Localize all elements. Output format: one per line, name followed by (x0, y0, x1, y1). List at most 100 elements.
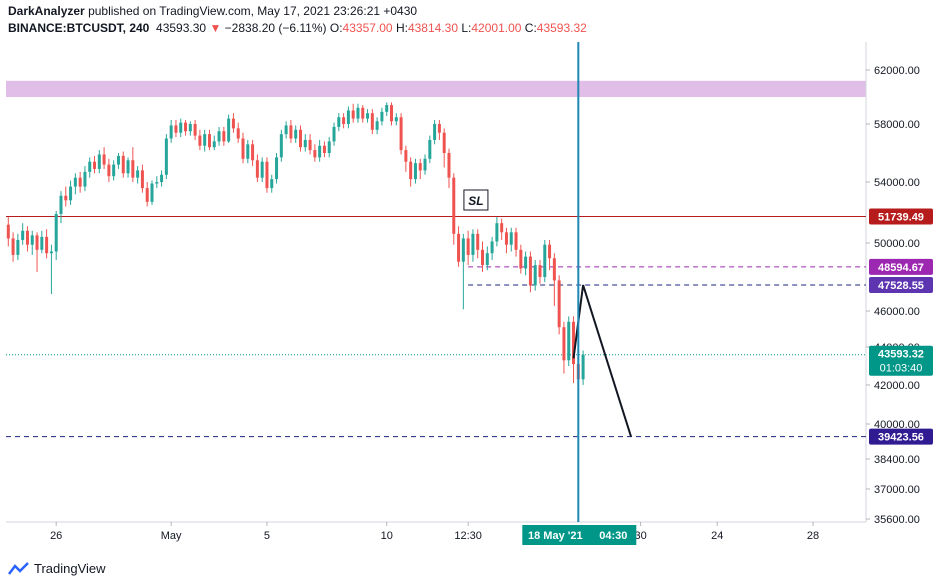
candle-body (270, 179, 274, 189)
candle-body (193, 124, 197, 136)
candle-body (217, 131, 221, 142)
candle-body (207, 134, 211, 148)
candle-body (557, 280, 561, 328)
candle-body (356, 107, 360, 119)
candle-body (342, 117, 346, 124)
candle-body (93, 161, 97, 169)
candle-body (54, 214, 58, 252)
candle-body (251, 144, 255, 161)
candle-body (184, 122, 188, 132)
candle-body (83, 171, 87, 187)
y-tick-label: 50000.00 (874, 238, 920, 250)
x-tick-label: 26 (50, 530, 62, 542)
candle-body (351, 110, 355, 119)
candle-body (198, 135, 202, 146)
y-tick-label: 58000.00 (874, 119, 920, 131)
candle-body (102, 154, 106, 165)
candle-body (188, 124, 192, 132)
candle-body (485, 253, 489, 266)
candle-body (121, 155, 125, 174)
candle-body (524, 256, 528, 269)
close-label: C: (524, 21, 537, 35)
published-text: published on TradingView.com, May 17, 20… (88, 4, 418, 18)
candle-body (390, 105, 393, 122)
tradingview-logo[interactable]: TradingView (8, 561, 106, 576)
y-tick-label: 38400.00 (874, 454, 920, 466)
candle-body (255, 160, 259, 178)
candle-body (279, 134, 283, 158)
candle-body (174, 125, 178, 133)
candle-body (35, 235, 39, 250)
candle-body (380, 111, 384, 122)
candle-body (6, 224, 10, 239)
x-tick-label: 12:30 (454, 530, 482, 542)
projection-path (572, 284, 632, 437)
support-label-bg (869, 208, 933, 225)
candle-body (69, 186, 73, 201)
down-arrow-icon: ▼ (209, 21, 222, 35)
candle-body (236, 128, 240, 139)
candle-body (64, 195, 68, 201)
candle-body (437, 124, 441, 133)
y-tick-label: 35600.00 (874, 514, 920, 526)
sl-annotation-text: SL (468, 194, 483, 208)
last-price: 43593.30 (156, 21, 207, 35)
candle-body (25, 230, 29, 245)
cursor-time-label: 04:30 (599, 530, 627, 542)
candle-body (399, 117, 403, 151)
candle-body (169, 125, 173, 139)
author-name[interactable]: DarkAnalyzer (8, 4, 85, 18)
candle-body (30, 235, 34, 245)
candle-body (160, 174, 164, 182)
candle-body (88, 161, 92, 172)
cursor-date-label-bg (522, 525, 637, 545)
candle-body (73, 177, 77, 187)
candle-body (509, 232, 513, 245)
high-label: H: (395, 21, 408, 35)
price-change: −2838.20 (−6.11%) (224, 21, 327, 35)
bar-countdown-label: 01:03:40 (880, 363, 923, 375)
publish-info: DarkAnalyzer published on TradingView.co… (8, 4, 417, 18)
candle-body (466, 238, 470, 255)
candle-body (442, 132, 446, 153)
level-48594-label: 48594.67 (878, 262, 924, 274)
y-tick-label: 42000.00 (874, 380, 920, 392)
y-tick-label: 46000.00 (874, 306, 920, 318)
symbol-name[interactable]: BINANCE:BTCUSDT, 240 (8, 21, 150, 35)
candle-body (294, 129, 298, 139)
candle-body (346, 110, 350, 124)
candle-body (418, 163, 422, 171)
candle-body (433, 124, 437, 140)
candle-body (370, 113, 374, 130)
candle-body (241, 138, 245, 159)
candle-body (164, 138, 168, 175)
candle-body (289, 125, 293, 139)
current-price-label-bg (869, 345, 933, 376)
close-value: 43593.32 (536, 21, 587, 35)
candle-body (332, 126, 336, 142)
candle-body (45, 236, 49, 254)
candle-body (461, 238, 465, 262)
candle-body (16, 239, 20, 255)
candle-body (11, 238, 15, 255)
candle-body (265, 161, 269, 189)
candle-body (136, 170, 140, 178)
level-48594-label-bg (869, 258, 933, 275)
candle-body (543, 244, 547, 277)
candle-body (179, 122, 183, 133)
candle-body (337, 117, 341, 127)
candle-body (303, 139, 307, 148)
candle-body (126, 160, 130, 174)
candle-body (581, 354, 585, 380)
candle-body (78, 177, 82, 187)
candle-body (500, 223, 504, 233)
open-label: O: (329, 21, 343, 35)
target-label-bg (869, 428, 933, 445)
candle-body (366, 113, 370, 119)
candle-body (155, 182, 159, 184)
y-tick-label: 54000.00 (874, 177, 920, 189)
candle-body (533, 265, 537, 286)
level-47528-label-bg (869, 277, 933, 294)
y-tick-label: 37000.00 (874, 484, 920, 496)
